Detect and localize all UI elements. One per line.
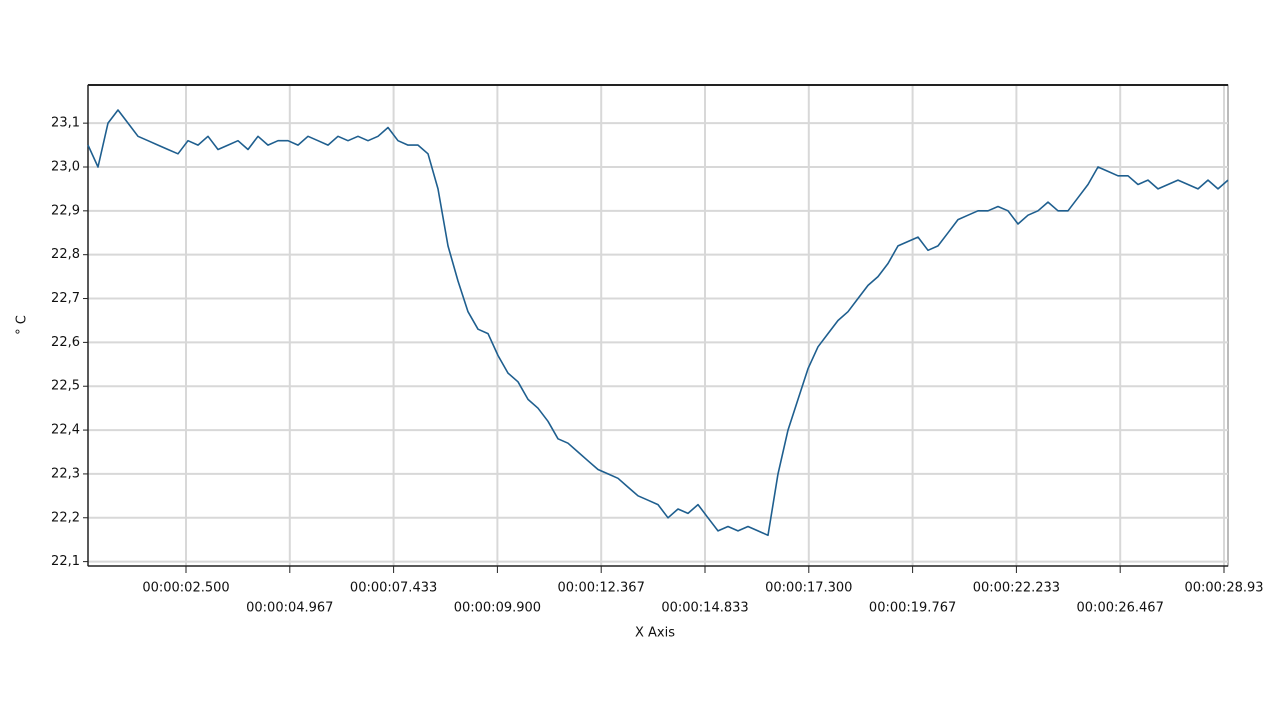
y-tick-label: 23,0 <box>51 159 80 174</box>
y-tick-label: 23,1 <box>51 116 80 131</box>
x-tick-label: 00:00:22.233 <box>973 581 1060 596</box>
x-axis-label: X Axis <box>635 626 675 641</box>
x-tick-label: 00:00:04.967 <box>246 601 333 616</box>
x-tick-label: 00:00:07.433 <box>350 581 437 596</box>
y-axis-label: ° C <box>15 315 30 335</box>
y-tick-label: 22,1 <box>51 554 80 569</box>
y-tick-label: 22,8 <box>51 247 80 262</box>
y-tick-label: 22,3 <box>51 466 80 481</box>
x-tick-label: 00:00:17.300 <box>765 581 852 596</box>
x-tick-label: 00:00:12.367 <box>558 581 645 596</box>
y-tick-label: 22,5 <box>51 379 80 394</box>
y-tick-label: 22,2 <box>51 510 80 525</box>
y-tick-label: 22,7 <box>51 291 80 306</box>
y-tick-label: 22,4 <box>51 423 80 438</box>
temperature-line <box>87 109 1229 537</box>
y-tick-label: 22,6 <box>51 335 80 350</box>
x-tick-label: 00:00:02.500 <box>142 581 229 596</box>
x-tick-label: 00:00:19.767 <box>869 601 956 616</box>
x-tick-label: 00:00:26.467 <box>1077 601 1164 616</box>
y-tick-label: 22,9 <box>51 203 80 218</box>
plot-area <box>87 84 1229 567</box>
x-tick-label: 00:00:09.900 <box>454 601 541 616</box>
x-tick-label: 00:00:28.93 <box>1184 581 1263 596</box>
x-tick-label: 00:00:14.833 <box>661 601 748 616</box>
